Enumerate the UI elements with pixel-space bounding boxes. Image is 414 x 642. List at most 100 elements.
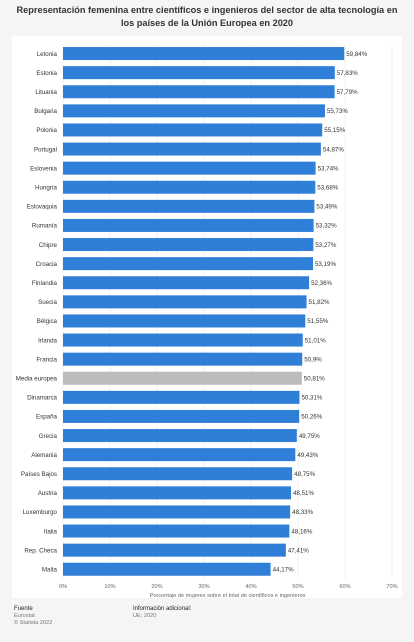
- category-label: Eslovenia: [30, 165, 57, 172]
- chart-panel: 0% 10% 20% 30% 40% 50% 60% 70% Letonia 59,84% Esto…: [12, 36, 402, 598]
- category-label: Rep. Checa: [24, 547, 57, 554]
- bar: [63, 295, 307, 309]
- category-label: Hungría: [35, 184, 58, 191]
- x-tick-label: 60%: [339, 584, 350, 590]
- data-label: 47,41%: [288, 547, 309, 554]
- category-label: Lituania: [35, 89, 57, 96]
- bar: [63, 486, 291, 500]
- x-tick-label: 70%: [386, 584, 397, 590]
- x-tick-label: 50%: [292, 584, 303, 590]
- category-label: Estonia: [36, 70, 57, 77]
- bar: [63, 66, 335, 80]
- data-label: 53,32%: [316, 223, 337, 230]
- category-label: Países Bajos: [21, 471, 57, 478]
- category-label: Croacia: [36, 261, 58, 268]
- data-label: 51,01%: [305, 337, 326, 344]
- x-tick-label: 40%: [245, 584, 256, 590]
- category-label: Dinamarca: [27, 395, 57, 402]
- category-label: Bulgaria: [34, 108, 57, 115]
- bar: [63, 218, 314, 232]
- data-label: 59,84%: [346, 51, 367, 58]
- category-label: Media europea: [16, 375, 58, 382]
- category-label: Irlanda: [38, 337, 57, 344]
- bar: [63, 123, 323, 137]
- x-axis-title: Porcentaje de mujeres sobre el total de …: [150, 593, 306, 598]
- data-label: 48,51%: [293, 490, 314, 497]
- bar: [63, 333, 303, 347]
- data-label: 53,49%: [316, 204, 337, 211]
- footer-info: Información adicional: UE; 2020: [133, 606, 191, 620]
- data-label: 49,75%: [299, 433, 320, 440]
- category-label: Portugal: [34, 146, 57, 153]
- x-tick-label: 10%: [104, 584, 115, 590]
- bar: [63, 505, 291, 519]
- bar: [63, 104, 325, 118]
- info-heading: Información adicional:: [133, 606, 192, 612]
- bar: [63, 199, 315, 213]
- bar: [63, 448, 296, 462]
- bar: [63, 543, 286, 557]
- data-label: 53,68%: [317, 184, 338, 191]
- category-label: Luxemburgo: [23, 509, 58, 516]
- data-label: 52,36%: [311, 280, 332, 287]
- category-label: España: [36, 414, 58, 421]
- data-label: 48,16%: [291, 528, 312, 535]
- category-label: Finlandia: [32, 280, 58, 287]
- data-label: 50,9%: [304, 356, 322, 363]
- bar: [63, 276, 310, 290]
- category-label: Alemania: [31, 452, 57, 459]
- category-label: Rumanía: [32, 223, 58, 230]
- footer-source: Fuente Eurostat © Statista 2022: [14, 606, 52, 627]
- bar: [63, 314, 306, 328]
- bar: [63, 161, 316, 175]
- bar: [63, 180, 316, 194]
- category-label: Eslovaquia: [27, 204, 58, 211]
- data-label: 55,15%: [324, 127, 345, 134]
- bar: [63, 524, 290, 538]
- category-label: Suecia: [38, 299, 57, 306]
- category-label: Polonia: [36, 127, 57, 134]
- bar: [63, 257, 313, 271]
- category-label: Bélgica: [37, 318, 58, 325]
- data-label: 51,82%: [309, 299, 330, 306]
- data-label: 48,33%: [292, 509, 313, 516]
- bar: [63, 85, 335, 99]
- data-label: 53,19%: [315, 261, 336, 268]
- data-label: 50,26%: [301, 414, 322, 421]
- data-label: 50,81%: [304, 375, 325, 382]
- bar: [63, 467, 293, 481]
- bar: [63, 390, 300, 404]
- source-heading: Fuente: [14, 606, 33, 612]
- x-tick-label: 20%: [151, 584, 162, 590]
- bar: [63, 371, 302, 385]
- bar: [63, 409, 300, 423]
- chart-title: Representación femenina entre científico…: [16, 5, 398, 28]
- x-tick-label: 30%: [198, 584, 209, 590]
- category-label: Letonia: [37, 51, 58, 58]
- data-label: 51,55%: [307, 318, 328, 325]
- category-label: Malta: [42, 566, 58, 573]
- bar: [63, 429, 297, 443]
- source-link[interactable]: Eurostat: [14, 613, 35, 619]
- category-label: Grecia: [39, 433, 58, 440]
- category-label: Austria: [38, 490, 58, 497]
- bar: [63, 47, 345, 61]
- info-text: UE; 2020: [133, 613, 157, 619]
- data-label: 54,87%: [323, 146, 344, 153]
- data-label: 50,31%: [301, 395, 322, 402]
- copyright: © Statista 2022: [14, 620, 53, 626]
- data-label: 53,74%: [318, 165, 339, 172]
- data-label: 55,73%: [327, 108, 348, 115]
- category-label: Francia: [36, 356, 57, 363]
- bar-chart: 0% 10% 20% 30% 40% 50% 60% 70% Letonia 59,84% Esto…: [16, 44, 398, 598]
- data-label: 48,75%: [294, 471, 315, 478]
- category-label: Chipre: [39, 242, 58, 249]
- x-tick-label: 0%: [59, 584, 67, 590]
- bar: [63, 142, 321, 156]
- bar: [63, 352, 303, 366]
- data-label: 49,43%: [297, 452, 318, 459]
- category-label: Italia: [44, 528, 58, 535]
- data-label: 53,27%: [315, 242, 336, 249]
- data-label: 57,83%: [337, 70, 358, 77]
- data-label: 57,79%: [337, 89, 358, 96]
